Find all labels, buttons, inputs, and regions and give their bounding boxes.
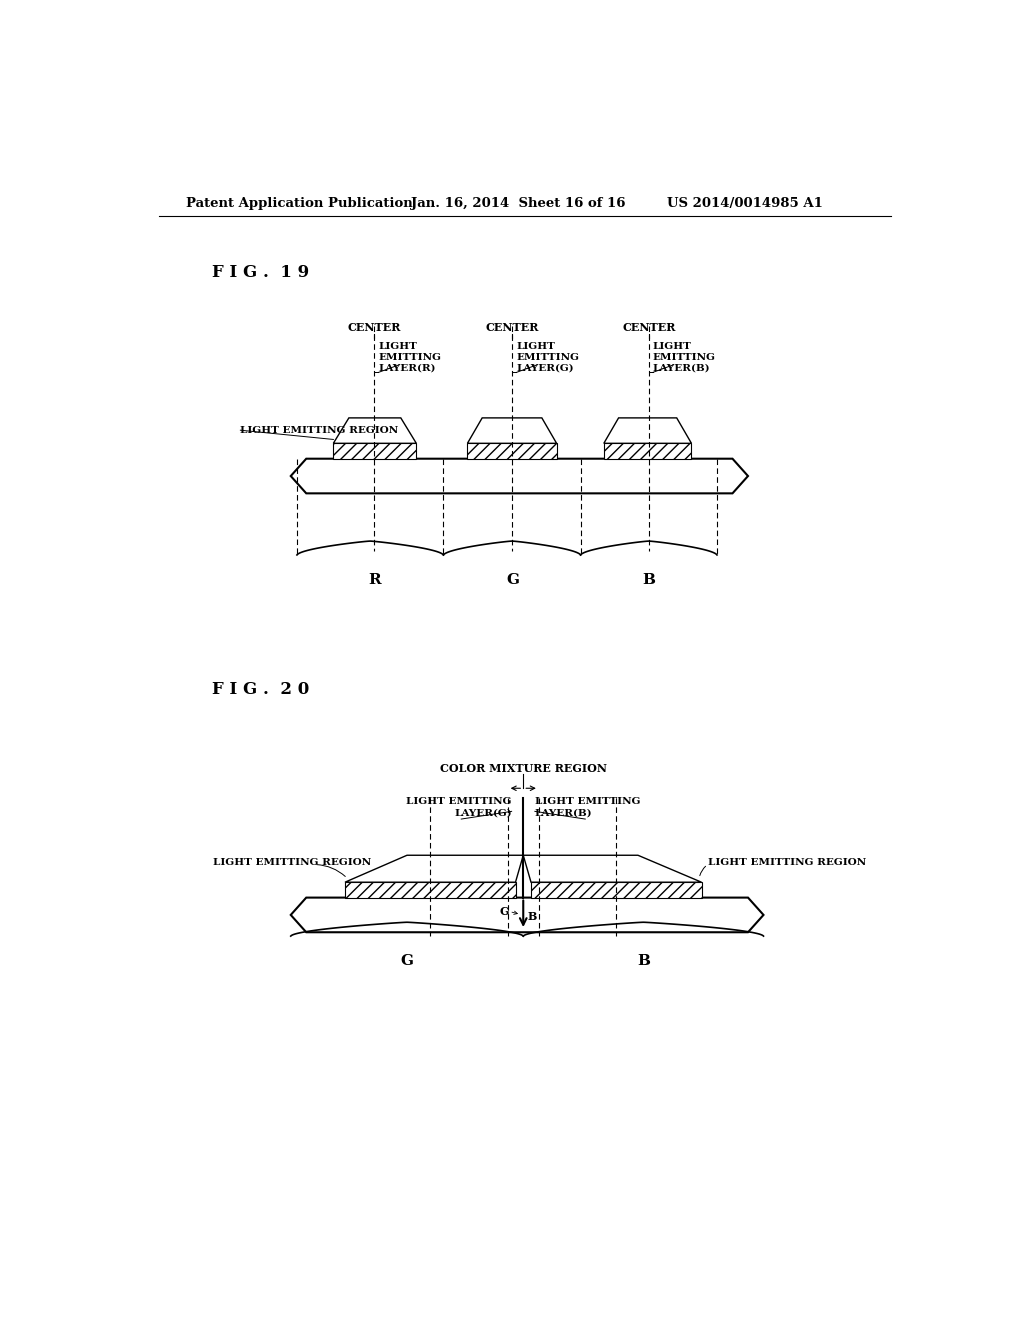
Text: US 2014/0014985 A1: US 2014/0014985 A1 — [667, 197, 822, 210]
Polygon shape — [604, 444, 691, 459]
Text: Patent Application Publication: Patent Application Publication — [186, 197, 413, 210]
Polygon shape — [345, 882, 515, 898]
Text: B: B — [527, 911, 537, 923]
Text: CENTER: CENTER — [485, 322, 539, 334]
Text: LIGHT EMITTING REGION: LIGHT EMITTING REGION — [241, 426, 398, 434]
Text: LIGHT EMITTING
LAYER(G): LIGHT EMITTING LAYER(G) — [407, 797, 512, 817]
Polygon shape — [345, 855, 523, 882]
Text: F I G .  2 0: F I G . 2 0 — [212, 681, 309, 698]
Text: G: G — [506, 573, 519, 587]
Polygon shape — [604, 418, 691, 444]
Text: LIGHT EMITTING REGION: LIGHT EMITTING REGION — [213, 858, 372, 867]
Text: R: R — [369, 573, 381, 587]
Polygon shape — [334, 444, 417, 459]
Text: LIGHT EMITTING REGION: LIGHT EMITTING REGION — [708, 858, 866, 867]
Text: LIGHT
EMITTING
LAYER(B): LIGHT EMITTING LAYER(B) — [652, 342, 716, 372]
Text: G: G — [500, 906, 509, 917]
Text: Jan. 16, 2014  Sheet 16 of 16: Jan. 16, 2014 Sheet 16 of 16 — [411, 197, 626, 210]
Text: COLOR MIXTURE REGION: COLOR MIXTURE REGION — [439, 763, 607, 774]
Text: LIGHT EMITTING
LAYER(B): LIGHT EMITTING LAYER(B) — [535, 797, 640, 817]
Polygon shape — [467, 444, 557, 459]
Text: G: G — [400, 954, 414, 968]
Text: F I G .  1 9: F I G . 1 9 — [212, 264, 309, 281]
Text: LIGHT
EMITTING
LAYER(R): LIGHT EMITTING LAYER(R) — [378, 342, 441, 372]
Text: B: B — [638, 954, 650, 968]
Text: CENTER: CENTER — [348, 322, 401, 334]
Polygon shape — [531, 882, 701, 898]
Text: CENTER: CENTER — [623, 322, 676, 334]
Polygon shape — [334, 418, 417, 444]
Text: B: B — [642, 573, 655, 587]
Polygon shape — [467, 418, 557, 444]
Text: LIGHT
EMITTING
LAYER(G): LIGHT EMITTING LAYER(G) — [516, 342, 580, 372]
Polygon shape — [523, 855, 701, 882]
